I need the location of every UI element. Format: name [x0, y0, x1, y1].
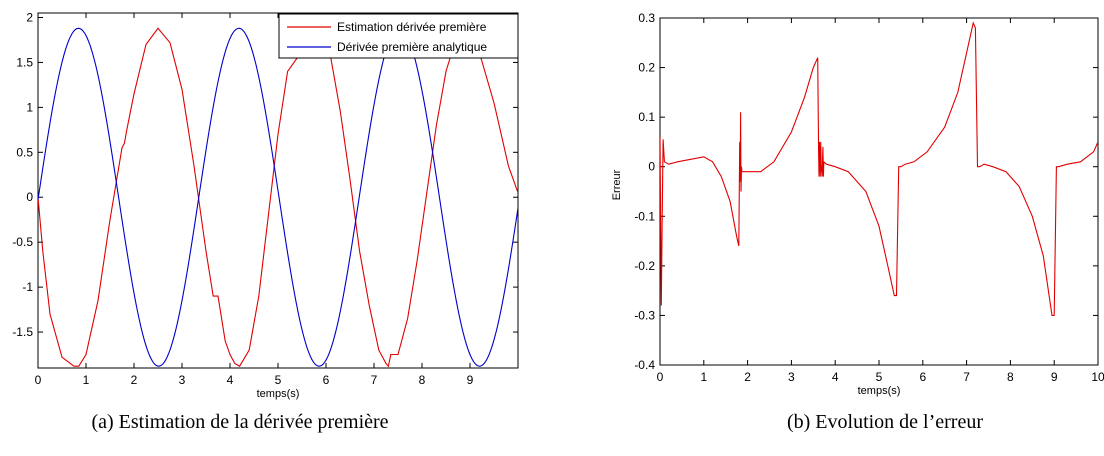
y-tick-label: -1 [22, 280, 33, 294]
x-tick-label: 4 [832, 370, 839, 384]
series-line-1 [38, 27, 518, 368]
x-tick-label: 2 [131, 373, 138, 387]
x-tick-label: 6 [323, 373, 330, 387]
x-tick-label: 8 [1007, 370, 1014, 384]
x-tick-label: 5 [275, 373, 282, 387]
y-tick-label: -0.1 [634, 209, 655, 223]
legend-label-2: Dérivée première analytique [337, 40, 487, 54]
y-tick-label: -0.4 [634, 358, 655, 372]
chart-2: 0 1 2 3 4 5 6 7 8 9 10 -0.4 -0.3 -0.2 -0.1 0 0.1 0.2 0.3 te… [611, 11, 1104, 433]
x-tick-label: 3 [788, 370, 795, 384]
series-line-1 [660, 21, 1098, 316]
x-axis-label: temps(s) [257, 388, 300, 400]
y-tick-label: 2 [26, 10, 33, 24]
x-tick-label: 1 [700, 370, 707, 384]
x-tick-label: 0 [657, 370, 664, 384]
y-axis-label: Erreur [611, 169, 623, 200]
legend-box [278, 13, 519, 59]
x-tick-label: 2 [744, 370, 751, 384]
y-tick-label: 0.2 [638, 61, 655, 75]
x-tick-label: 1 [83, 373, 90, 387]
plot-frame [659, 17, 1099, 366]
x-tick-label: 6 [919, 370, 926, 384]
x-tick-label: 7 [963, 370, 970, 384]
y-tick-label: 0 [26, 190, 33, 204]
legend: Estimation dérivée première Dérivée premi… [278, 13, 519, 59]
figure-caption: (a) Estimation de la dérivée première [91, 411, 388, 433]
x-tick-label: 7 [371, 373, 378, 387]
x-axis-label: temps(s) [858, 385, 901, 397]
y-tick-label: 0.1 [638, 110, 655, 124]
x-tick-label: 3 [179, 373, 186, 387]
y-tick-label: 0.5 [16, 145, 33, 159]
x-tick-label: 8 [419, 373, 426, 387]
y-tick-label: -0.2 [634, 259, 655, 273]
y-tick-label: 1.5 [16, 55, 33, 69]
y-tick-label: -0.5 [12, 235, 33, 249]
x-tick-label: 0 [35, 373, 42, 387]
chart-1: 0 1 2 3 4 5 6 7 8 9 -1.5 -1 -0.5 0 0.5 1 1.5 2 temps(s) Est… [12, 10, 519, 433]
y-tick-label: 0.3 [638, 11, 655, 25]
y-tick-label: -0.3 [634, 308, 655, 322]
legend-label-1: Estimation dérivée première [337, 20, 487, 34]
series-line-2 [38, 27, 518, 367]
y-tick-label: 1 [26, 100, 33, 114]
x-tick-label: 10 [1091, 370, 1104, 384]
y-tick-label: -1.5 [12, 325, 33, 339]
x-tick-label: 9 [1051, 370, 1058, 384]
x-tick-label: 4 [227, 373, 234, 387]
x-tick-label: 5 [876, 370, 883, 384]
figure-caption: (b) Evolution de l’erreur [787, 411, 983, 433]
y-tick-label: 0 [648, 160, 655, 174]
x-tick-label: 9 [467, 373, 474, 387]
